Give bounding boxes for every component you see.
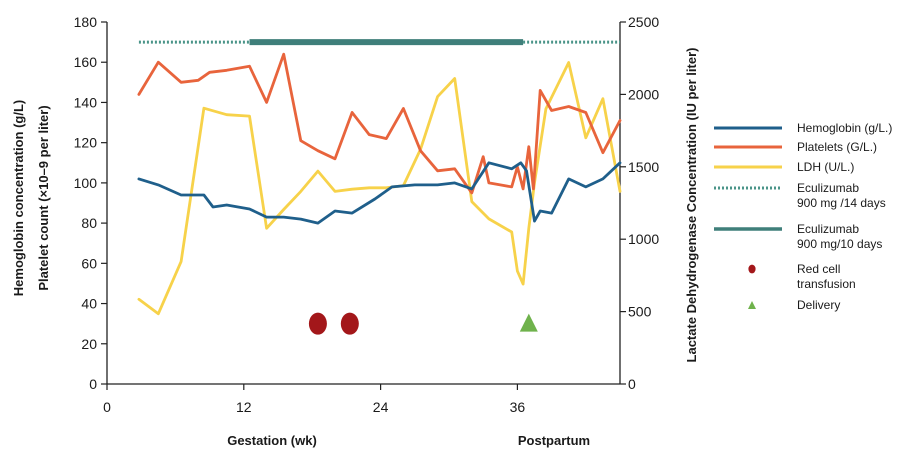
- x-axis-title-postpartum: Postpartum: [518, 433, 590, 448]
- legend-label-platelets: Platelets (G/L.): [797, 140, 877, 154]
- legend-marker-transfusion: [748, 264, 756, 274]
- y-left-tick-label: 20: [81, 336, 97, 352]
- y-left-title-1: Hemoglobin concentration (g/L): [11, 100, 26, 296]
- y-right-tick-label: 2500: [628, 14, 659, 30]
- legend-label-eculizumab-10-line1: Eculizumab: [797, 222, 859, 236]
- legend-label-eculizumab-10-line2: 900 mg/10 days: [797, 237, 882, 251]
- y-right-tick-label: 0: [628, 376, 636, 392]
- y-left-tick-label: 120: [74, 135, 98, 151]
- legend-label-hemoglobin: Hemoglobin (g/L.): [797, 121, 892, 135]
- y-left-tick-label: 0: [89, 376, 97, 392]
- x-tick-label: 12: [236, 399, 252, 415]
- legend-label-delivery: Delivery: [797, 298, 840, 312]
- y-right-tick-label: 1000: [628, 231, 659, 247]
- transfusion-marker: [340, 312, 359, 335]
- x-tick-label: 36: [510, 399, 526, 415]
- x-tick-label: 0: [103, 399, 111, 415]
- x-axis-title: Gestation (wk): [227, 433, 317, 448]
- ldh-line: [137, 61, 622, 316]
- y-left-tick-label: 60: [81, 255, 97, 271]
- y-left-tick-label: 100: [74, 175, 98, 191]
- legend-marker-delivery: [748, 301, 756, 309]
- legend: Hemoglobin (g/L.) Platelets (G/L.) LDH (…: [714, 121, 892, 312]
- legend-label-eculizumab-14-line1: Eculizumab: [797, 181, 859, 195]
- legend-label-transfusion-line1: Red cell: [797, 262, 840, 276]
- y-left-tick-label: 180: [74, 14, 98, 30]
- y-left-tick-label: 160: [74, 54, 98, 70]
- y-right-tick-label: 1500: [628, 159, 659, 175]
- y-right-tick-label: 500: [628, 304, 652, 320]
- transfusion-marker: [308, 312, 327, 335]
- legend-label-eculizumab-14-line2: 900 mg /14 days: [797, 196, 886, 210]
- platelets-line: [137, 52, 622, 195]
- legend-label-ldh: LDH (U/L.): [797, 160, 854, 174]
- y-right-title: Lactate Dehydrogenase Concentration (IU …: [684, 48, 699, 363]
- y-left-tick-label: 80: [81, 215, 97, 231]
- delivery-marker: [519, 313, 538, 332]
- y-left-tick-label: 40: [81, 296, 97, 312]
- hemoglobin-line: [137, 161, 622, 225]
- x-tick-label: 24: [373, 399, 389, 415]
- y-left-tick-label: 140: [74, 94, 98, 110]
- y-right-tick-label: 2000: [628, 86, 659, 102]
- y-left-title-2: Platelet count (×10–9 per liter): [36, 105, 51, 290]
- legend-label-transfusion-line2: transfusion: [797, 277, 856, 291]
